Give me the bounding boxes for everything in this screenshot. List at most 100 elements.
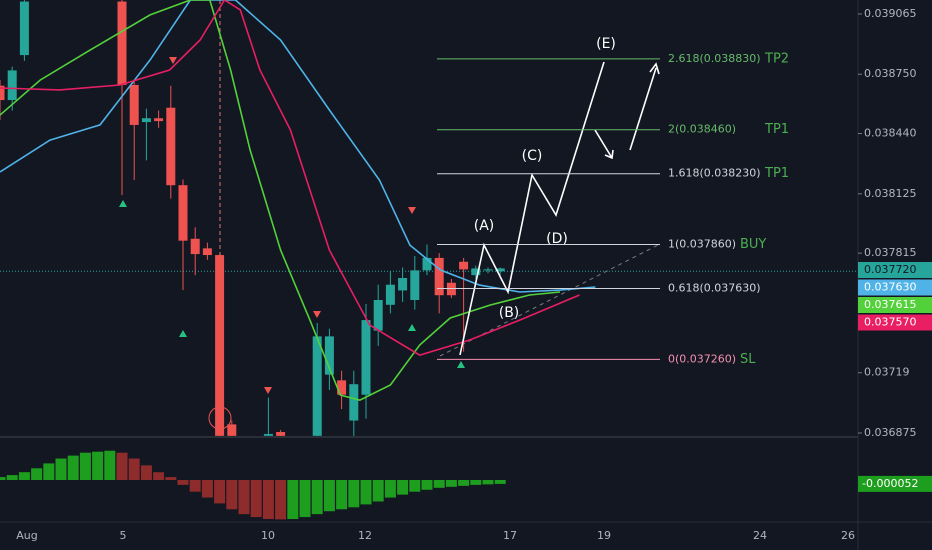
event-label: E bbox=[217, 412, 224, 425]
histogram-bar bbox=[140, 465, 152, 480]
histogram-bar bbox=[18, 472, 30, 480]
candle-body bbox=[129, 84, 139, 125]
oscillator-tag-label: -0.000052 bbox=[862, 477, 918, 490]
histogram-bar bbox=[482, 480, 494, 485]
candle-body bbox=[0, 85, 5, 101]
candle-body bbox=[410, 270, 420, 301]
histogram-bar bbox=[128, 458, 140, 480]
candle-body bbox=[385, 284, 395, 305]
wave-arrow bbox=[594, 129, 614, 160]
histogram-bar bbox=[79, 452, 91, 480]
histogram-bar bbox=[372, 480, 384, 502]
candle-body bbox=[312, 336, 322, 436]
price-tag-label: 0.037615 bbox=[864, 298, 917, 311]
histogram-bar bbox=[470, 480, 482, 485]
fib-tag: TP1 bbox=[764, 122, 789, 137]
candle-body bbox=[141, 118, 151, 123]
candle-body bbox=[227, 424, 237, 436]
wave-label: (C) bbox=[522, 148, 543, 164]
histogram-bar bbox=[299, 480, 311, 518]
histogram-bar bbox=[67, 455, 79, 480]
candle-body bbox=[117, 1, 127, 85]
histogram-bar bbox=[177, 480, 189, 485]
price-tag-label: 0.037720 bbox=[864, 263, 917, 276]
candle-body bbox=[337, 380, 347, 395]
histogram-bar bbox=[116, 452, 128, 480]
fib-tag: BUY bbox=[740, 237, 766, 252]
candle-body bbox=[178, 185, 188, 241]
candle-body bbox=[166, 107, 176, 186]
histogram-bar bbox=[360, 480, 372, 505]
x-tick-label: 10 bbox=[261, 529, 275, 542]
y-tick-label: 0.038440 bbox=[864, 127, 917, 140]
fib-label: 0(0.037260) bbox=[668, 352, 736, 365]
fib-tag: TP1 bbox=[764, 166, 789, 181]
histogram-bar bbox=[458, 480, 470, 486]
candle-body bbox=[349, 384, 359, 421]
histogram-bar bbox=[238, 480, 250, 515]
moving-average bbox=[0, 0, 580, 356]
x-tick-label: 12 bbox=[358, 529, 372, 542]
fib-label: 0.618(0.037630) bbox=[668, 282, 761, 295]
candle-body bbox=[361, 320, 371, 395]
histogram-bar bbox=[55, 458, 67, 480]
candle-body bbox=[324, 336, 334, 375]
fib-label: 2.618(0.038830) bbox=[668, 52, 761, 65]
histogram-bar bbox=[189, 480, 201, 492]
histogram-bar bbox=[165, 477, 177, 480]
y-tick-label: 0.037815 bbox=[864, 246, 917, 259]
x-tick-label: 26 bbox=[841, 529, 855, 542]
x-tick-label: Aug bbox=[16, 529, 37, 542]
candle-body bbox=[276, 432, 286, 436]
wave-path bbox=[459, 61, 605, 356]
fib-label: 2(0.038460) bbox=[668, 123, 736, 136]
histogram-bar bbox=[421, 480, 433, 490]
histogram-bar bbox=[153, 472, 165, 480]
candle-body bbox=[422, 257, 432, 271]
fib-tag: TP2 bbox=[764, 51, 789, 66]
price-tag-label: 0.037630 bbox=[864, 281, 917, 294]
candle-body bbox=[398, 278, 408, 291]
candle-body bbox=[154, 118, 164, 122]
wave-label: (B) bbox=[499, 305, 520, 321]
y-tick-label: 0.038750 bbox=[864, 67, 917, 80]
x-tick-label: 19 bbox=[597, 529, 611, 542]
candle-body bbox=[190, 238, 200, 255]
oscillator-tag bbox=[858, 475, 932, 492]
histogram-bar bbox=[494, 480, 506, 484]
histogram-bar bbox=[409, 480, 421, 492]
candle-body bbox=[7, 70, 17, 101]
x-tick-label: 17 bbox=[503, 529, 517, 542]
y-tick-label: 0.039065 bbox=[864, 7, 917, 20]
candle-body bbox=[263, 433, 273, 436]
y-tick-label: 0.03719 bbox=[864, 366, 910, 379]
histogram-bar bbox=[6, 475, 18, 480]
candle-body bbox=[434, 257, 444, 296]
wave-drawing bbox=[459, 61, 660, 356]
y-tick-label: 0.036875 bbox=[864, 426, 917, 439]
wave-label: (E) bbox=[596, 36, 616, 52]
candle-body bbox=[373, 300, 383, 331]
histogram-bar bbox=[226, 480, 238, 510]
candle-body bbox=[483, 269, 493, 271]
histogram-bar bbox=[92, 451, 104, 480]
histogram-bar bbox=[311, 480, 323, 515]
price-tag-label: 0.037570 bbox=[864, 316, 917, 329]
histogram-bar bbox=[250, 480, 262, 518]
histogram-bar bbox=[31, 468, 43, 480]
candle-body bbox=[459, 261, 469, 270]
wave-arrow bbox=[629, 62, 660, 151]
fib-tag: SL bbox=[740, 352, 756, 367]
moving-average bbox=[0, 0, 561, 401]
event-marker bbox=[208, 406, 232, 430]
x-tick-label: 5 bbox=[120, 529, 127, 542]
wave-label: (D) bbox=[546, 231, 568, 247]
histogram-bar bbox=[323, 480, 335, 512]
fib-label: 1(0.037860) bbox=[668, 238, 736, 251]
candle-body bbox=[471, 268, 481, 276]
price-tag bbox=[858, 297, 932, 313]
fib-label: 1.618(0.038230) bbox=[668, 167, 761, 180]
histogram-bar bbox=[201, 480, 213, 498]
y-tick-label: 0.038125 bbox=[864, 187, 917, 200]
